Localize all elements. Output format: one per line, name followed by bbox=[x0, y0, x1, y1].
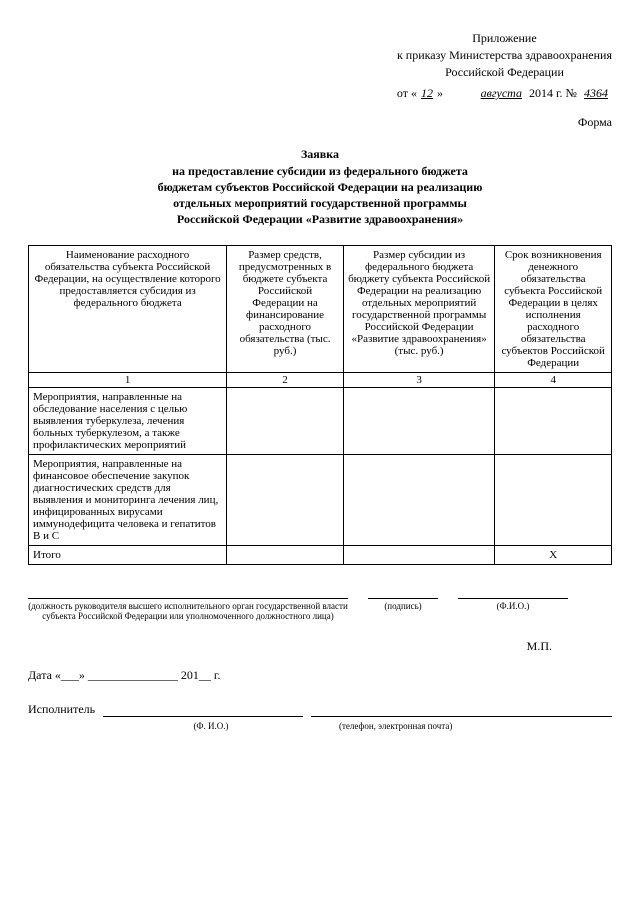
table-total-row: Итого X bbox=[29, 546, 612, 565]
order-number: 4364 bbox=[580, 86, 612, 100]
header-line3: Российской Федерации bbox=[397, 64, 612, 81]
table-header-row: Наименование расходного обязательства су… bbox=[29, 246, 612, 373]
date-day: 12 bbox=[417, 86, 437, 100]
document-title: Заявка на предоставление субсидии из фед… bbox=[70, 146, 570, 227]
main-table: Наименование расходного обязательства су… bbox=[28, 245, 612, 565]
table-number-row: 1 2 3 4 bbox=[29, 373, 612, 388]
order-date-line: от «12» августа 2014 г. № 4364 bbox=[28, 86, 612, 101]
executor-row: Исполнитель bbox=[28, 702, 612, 717]
table-row: Мероприятия, направленные на финансовое … bbox=[29, 455, 612, 546]
header-line2: к приказу Министерства здравоохранения bbox=[397, 47, 612, 64]
signature-lines bbox=[28, 585, 612, 599]
form-label: Форма bbox=[28, 115, 612, 130]
stamp-label: М.П. bbox=[28, 639, 612, 654]
header-block: Приложение к приказу Министерства здраво… bbox=[28, 30, 612, 80]
executor-captions: (Ф. И.О.) (телефон, электронная почта) bbox=[28, 721, 612, 741]
header-line1: Приложение bbox=[397, 30, 612, 47]
date-field: Дата «___» _______________ 201__ г. bbox=[28, 668, 612, 683]
executor-contact-field bbox=[311, 716, 612, 717]
executor-label: Исполнитель bbox=[28, 702, 95, 717]
signature-captions: (должность руководителя высшего исполнит… bbox=[28, 601, 612, 631]
table-row: Мероприятия, направленные на обследовани… bbox=[29, 388, 612, 455]
date-month: августа bbox=[446, 86, 526, 101]
executor-name-field bbox=[103, 716, 303, 717]
